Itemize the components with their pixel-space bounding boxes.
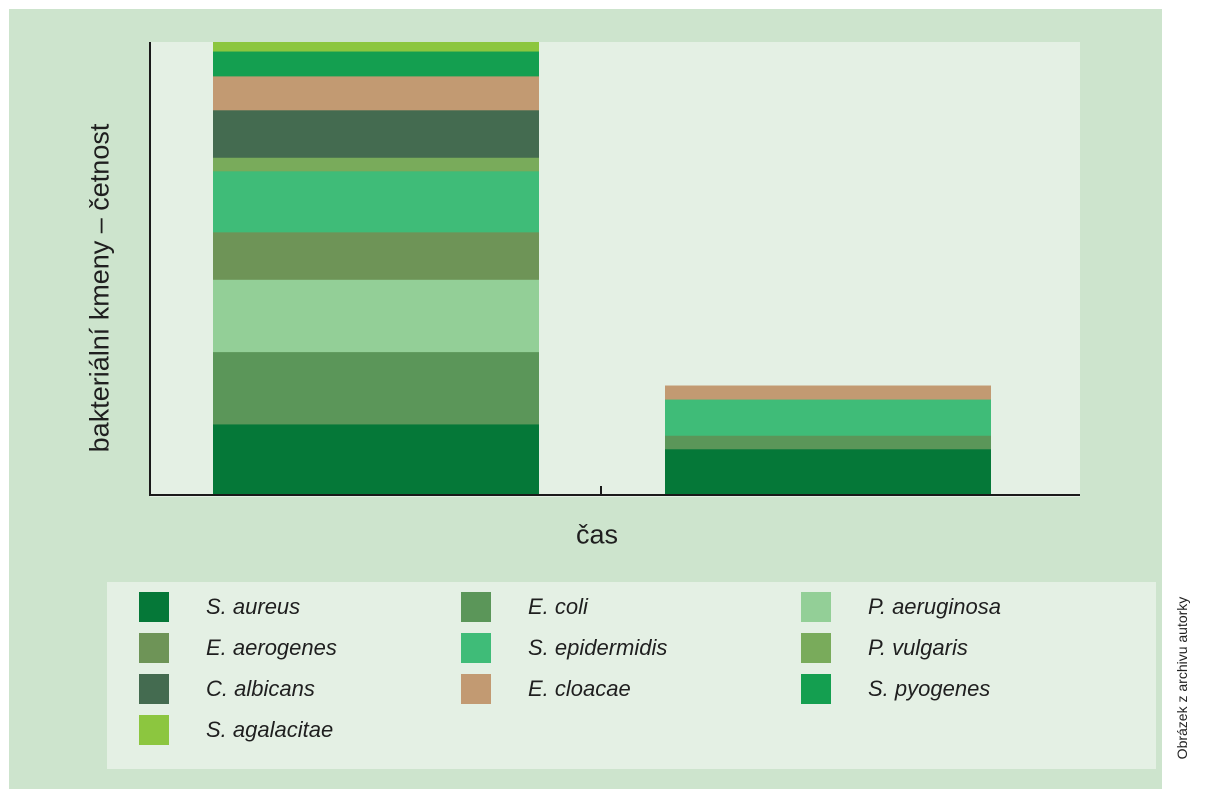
legend-swatch: [801, 674, 831, 704]
legend-label: E. aerogenes: [206, 635, 337, 660]
bar-segment-2-series-1: [665, 448, 991, 495]
legend-swatch: [461, 592, 491, 622]
legend-label: E. cloacae: [528, 676, 631, 701]
legend-swatch: [461, 633, 491, 663]
legend: S. aureus E. coli P. aeruginosa E. aerogene…: [107, 582, 1156, 769]
legend-label: P. aeruginosa: [868, 594, 1001, 619]
bar-segment-1-series-5: [213, 170, 539, 233]
legend-swatch: [139, 592, 169, 622]
legend-label: S. agalacitae: [206, 717, 334, 742]
legend-item: E. aerogenes: [139, 633, 337, 663]
bar-segment-1-series-7: [213, 109, 539, 158]
legend-swatch: [801, 633, 831, 663]
legend-swatch: [139, 674, 169, 704]
bar-segment-1-series-8: [213, 75, 539, 111]
legend-item: S. epidermidis: [461, 633, 667, 663]
bar-segment-1-series-3: [213, 279, 539, 353]
legend-item: P. vulgaris: [801, 633, 968, 663]
legend-swatch: [461, 674, 491, 704]
legend-label: S. pyogenes: [868, 676, 991, 701]
bar-segment-1-series-6: [213, 157, 539, 172]
legend-swatch: [801, 592, 831, 622]
legend-swatch: [139, 633, 169, 663]
bar-segment-1-series-9: [213, 51, 539, 77]
legend-label: C. albicans: [206, 676, 315, 701]
bar-segment-2-series-8: [665, 385, 991, 400]
legend-item: S. aureus: [139, 592, 300, 622]
bars-layer: [213, 42, 991, 495]
x-axis-label: čas: [575, 519, 619, 550]
bar-segment-1-series-4: [213, 231, 539, 280]
legend-item: S. agalacitae: [139, 715, 333, 745]
legend-item: S. pyogenes: [801, 674, 990, 704]
bar-segment-1-series-2: [213, 351, 539, 425]
bar-segment-2-series-5: [665, 399, 991, 436]
legend-item: E. coli: [461, 592, 588, 622]
legend-item: E. cloacae: [461, 674, 631, 704]
bar-segment-1-series-10: [213, 42, 539, 52]
bar-segment-2-series-2: [665, 435, 991, 450]
legend-label: E. coli: [528, 594, 588, 619]
y-axis-label: bakteriální kmeny – četnost: [84, 123, 115, 453]
legend-item: C. albicans: [139, 674, 315, 704]
image-credit: Obrázek z archivu autorky: [1174, 596, 1190, 760]
legend-swatch: [139, 715, 169, 745]
legend-label: S. epidermidis: [528, 635, 668, 660]
legend-label: P. vulgaris: [868, 635, 968, 660]
legend-item: P. aeruginosa: [801, 592, 1001, 622]
legend-label: S. aureus: [206, 594, 301, 619]
bar-segment-1-series-1: [213, 423, 539, 495]
